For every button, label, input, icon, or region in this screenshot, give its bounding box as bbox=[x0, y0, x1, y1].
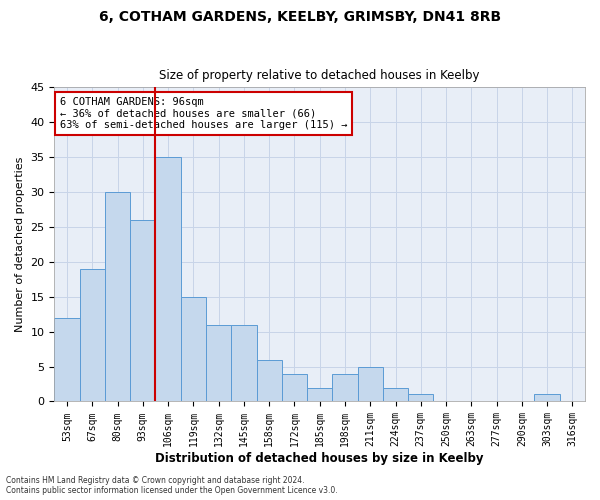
Bar bbox=[358, 366, 383, 402]
Bar bbox=[206, 324, 231, 402]
Bar bbox=[282, 374, 307, 402]
Bar bbox=[80, 269, 105, 402]
Bar bbox=[535, 394, 560, 402]
Text: 6, COTHAM GARDENS, KEELBY, GRIMSBY, DN41 8RB: 6, COTHAM GARDENS, KEELBY, GRIMSBY, DN41… bbox=[99, 10, 501, 24]
Bar bbox=[181, 297, 206, 402]
Bar bbox=[105, 192, 130, 402]
Bar bbox=[383, 388, 408, 402]
Bar bbox=[55, 318, 80, 402]
Bar bbox=[307, 388, 332, 402]
Bar bbox=[408, 394, 433, 402]
Title: Size of property relative to detached houses in Keelby: Size of property relative to detached ho… bbox=[160, 69, 480, 82]
Text: Contains HM Land Registry data © Crown copyright and database right 2024.
Contai: Contains HM Land Registry data © Crown c… bbox=[6, 476, 338, 495]
Bar bbox=[332, 374, 358, 402]
Bar bbox=[155, 157, 181, 402]
Y-axis label: Number of detached properties: Number of detached properties bbox=[15, 156, 25, 332]
Text: 6 COTHAM GARDENS: 96sqm
← 36% of detached houses are smaller (66)
63% of semi-de: 6 COTHAM GARDENS: 96sqm ← 36% of detache… bbox=[60, 97, 347, 130]
Bar bbox=[257, 360, 282, 402]
Bar bbox=[130, 220, 155, 402]
X-axis label: Distribution of detached houses by size in Keelby: Distribution of detached houses by size … bbox=[155, 452, 484, 465]
Bar bbox=[231, 324, 257, 402]
